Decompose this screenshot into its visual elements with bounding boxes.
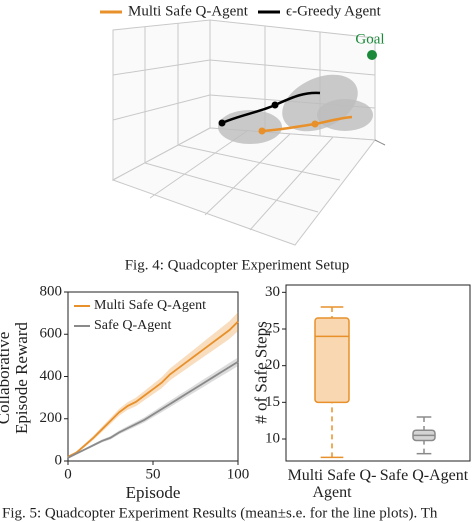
caption: Fig. 4: Quadcopter Experiment Setup (125, 257, 350, 273)
line (67, 360, 239, 459)
legend-label: Safe Q-Agent (94, 318, 171, 333)
y-axis-label: # of Safe Steps (251, 321, 271, 424)
y-tick-label: 20 (265, 357, 280, 373)
box (314, 317, 350, 404)
legend-label: Multi Safe Q-Agent (128, 3, 249, 19)
x-axis-label: Episode (126, 483, 181, 502)
x-tick-label: 0 (64, 466, 72, 482)
y-tick-label: 10 (265, 430, 280, 446)
line (67, 320, 239, 458)
y-tick-label: 800 (40, 283, 63, 299)
goal-label: Goal (355, 31, 384, 47)
trajectories (218, 50, 377, 144)
y-tick-label: 400 (40, 368, 63, 384)
y-tick-label: 30 (265, 284, 280, 300)
plot-frame (285, 284, 471, 462)
y-tick-label: 600 (40, 326, 63, 342)
x-tick-label: Safe Q-Agent (379, 467, 469, 484)
x-tick-label: 100 (227, 466, 250, 482)
x-tick-label: 50 (146, 466, 161, 482)
legend-label: ϵ-Greedy Agent (286, 3, 382, 19)
x-tick-label: Multi Safe Q-Agent (287, 467, 377, 501)
error-band (68, 357, 238, 459)
error-band (68, 312, 238, 458)
legend-label: Multi Safe Q-Agent (94, 298, 206, 313)
y-axis-label: Collaborative Episode Reward (0, 322, 31, 434)
caption: Fig. 5: Quadcopter Experiment Results (m… (2, 505, 438, 521)
y-tick-label: 25 (265, 320, 280, 336)
y-tick-label: 0 (55, 452, 63, 468)
y-tick-label: 15 (265, 394, 280, 410)
y-tick-label: 200 (40, 410, 63, 426)
